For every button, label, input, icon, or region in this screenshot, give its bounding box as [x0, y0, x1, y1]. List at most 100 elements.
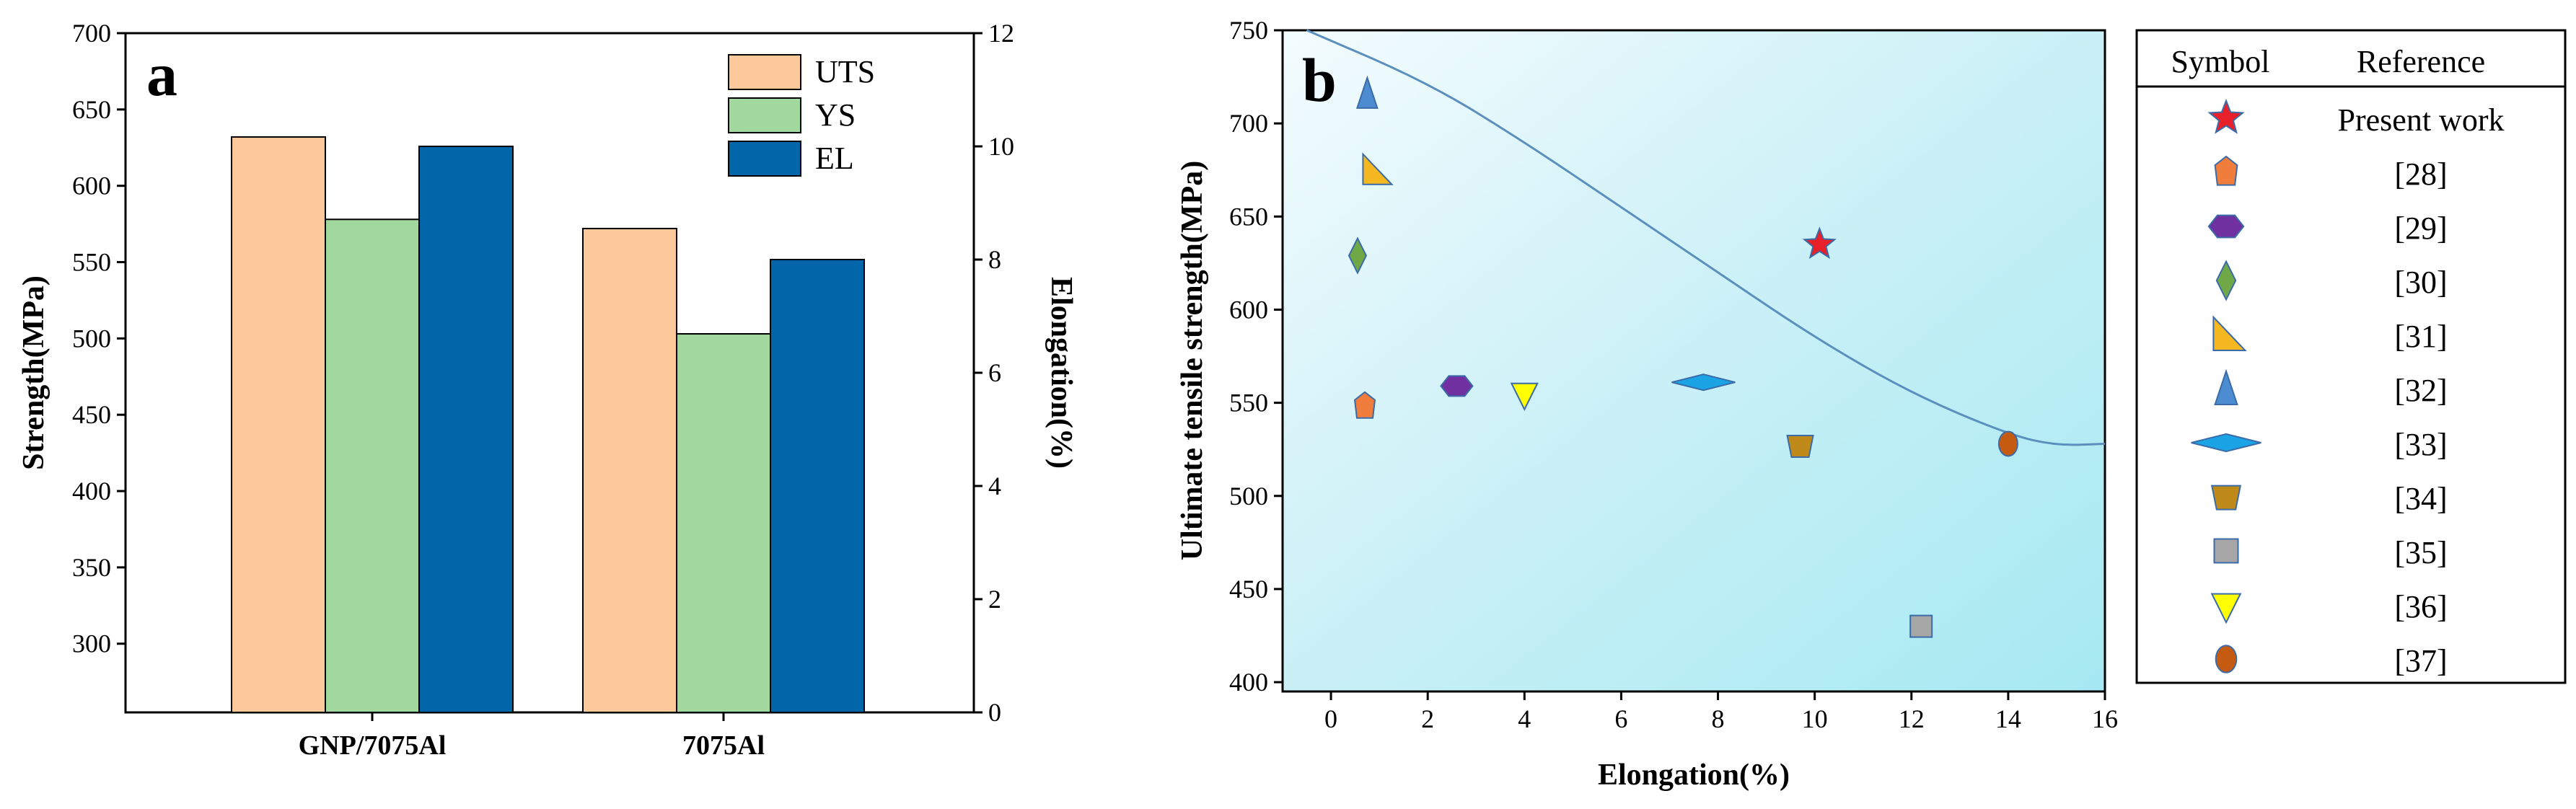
y-tick-label: 500	[72, 324, 111, 353]
plot-frame-b	[1281, 29, 2106, 693]
y-axis-label-a: Strength(MPa)	[17, 275, 50, 470]
y-tick-label: 700	[72, 19, 111, 48]
x-tick-label: 6	[1614, 704, 1627, 733]
legend-symbol	[2215, 260, 2237, 301]
bars-a	[231, 136, 865, 714]
x-tick-label: 2	[1421, 704, 1434, 733]
y2-tick-label: 6	[988, 358, 1001, 387]
y-tick-label: 750	[1229, 16, 1268, 45]
legend-table-frame	[2135, 29, 2567, 684]
legend-swatch-el	[728, 141, 801, 177]
right-axis-ticks: 0 2 4 6 8 10 12	[974, 19, 1014, 727]
legend-reference: [32]	[2394, 373, 2447, 408]
legend-symbol	[2210, 593, 2242, 624]
point-32	[1355, 75, 1379, 109]
category-label: GNP/7075Al	[299, 730, 447, 761]
legend-reference: Present work	[2338, 102, 2505, 138]
bar-ys-0	[325, 218, 420, 713]
legend-symbol	[2210, 485, 2242, 510]
point-presentwork	[1802, 226, 1837, 260]
category-label: 7075Al	[682, 730, 765, 761]
legend-label: EL	[815, 141, 854, 176]
y-tick-label: 650	[72, 95, 111, 124]
legend-reference: [33]	[2394, 427, 2447, 462]
y-tick-label: 450	[1229, 575, 1268, 604]
bar-el-1	[770, 259, 865, 713]
legend-symbol	[2214, 368, 2238, 405]
y-tick-label: 450	[72, 400, 111, 429]
legend-swatch-ys	[728, 97, 801, 133]
y2-tick-label: 4	[988, 472, 1001, 500]
chart-b: b 0 2 4 6 8 10 12 14 16400450500550600650700750 …	[1176, 16, 2118, 792]
legend-symbol	[2214, 155, 2238, 186]
legend-table: Symbol Reference Present work [28] [29] [30…	[2135, 29, 2567, 684]
bar-el-0	[418, 146, 514, 713]
legend-swatch-uts	[728, 54, 801, 90]
point-36	[1510, 382, 1539, 411]
legend-a: UTS YS EL	[728, 54, 875, 177]
legend-reference: [34]	[2394, 481, 2447, 516]
legend-reference: [29]	[2394, 211, 2447, 246]
legend-symbol	[2207, 99, 2245, 134]
legend-label: UTS	[815, 54, 875, 89]
bar-ys-1	[676, 333, 771, 714]
y2-tick-label: 8	[988, 245, 1001, 274]
y2-tick-label: 2	[988, 585, 1001, 614]
panel-label-b: b	[1302, 45, 1337, 115]
y-tick-label: 600	[1229, 295, 1268, 324]
y2-tick-label: 0	[988, 698, 1001, 727]
legend-symbol	[2191, 433, 2261, 453]
y-tick-label: 600	[72, 172, 111, 200]
x-tick-label: 16	[2092, 704, 2118, 733]
x-axis-label-b: Elongation(%)	[1598, 759, 1790, 792]
y2-axis-label-a: Elongation(%)	[1045, 277, 1078, 469]
y-tick-label: 400	[72, 477, 111, 505]
legend-header-symbol: Symbol	[2171, 44, 2270, 79]
x-tick-label: 8	[1712, 704, 1725, 733]
legend-reference: [37]	[2394, 643, 2447, 678]
y-tick-label: 550	[1229, 389, 1268, 417]
x-tick-label: 0	[1324, 704, 1337, 733]
point-34	[1786, 435, 1814, 459]
left-axis-ticks: 300 350 400 450 500 550 600 650 700	[72, 19, 126, 658]
point-30	[1348, 236, 1368, 275]
y-axis-label-b: Ultimate tensile strength(MPa)	[1176, 161, 1209, 560]
point-28	[1353, 391, 1376, 419]
x-tick-label: 10	[1802, 704, 1828, 733]
bar-uts-1	[582, 227, 677, 714]
trend-curve	[1306, 29, 2106, 446]
y-tick-label: 400	[1229, 668, 1268, 697]
x-tick-label: 12	[1899, 704, 1925, 733]
legend-symbol	[2215, 645, 2238, 673]
y-tick-label: 550	[72, 248, 111, 277]
y-tick-label: 300	[72, 629, 111, 658]
legend-header-reference: Reference	[2357, 44, 2485, 79]
point-33	[1671, 373, 1736, 392]
legend-rows: Present work [28] [29] [30] [31] [32] [33] [34]…	[2191, 99, 2505, 678]
bar-uts-0	[231, 136, 326, 714]
legend-reference: [36]	[2394, 589, 2447, 624]
legend-symbol	[2213, 538, 2239, 564]
legend-reference: [35]	[2394, 535, 2447, 570]
legend-reference: [31]	[2394, 319, 2447, 354]
y2-tick-label: 10	[988, 132, 1014, 161]
category-labels: GNP/7075Al 7075Al	[299, 712, 765, 761]
point-37	[1997, 430, 2018, 457]
legend-symbol	[2207, 214, 2245, 239]
legend-symbol	[2212, 315, 2247, 351]
scatter-points	[1348, 75, 2018, 638]
legend-label: YS	[815, 97, 856, 133]
x-tick-label: 14	[1995, 704, 2021, 733]
legend-reference: [30]	[2394, 265, 2447, 300]
y-tick-label: 650	[1229, 202, 1268, 231]
y-tick-label: 500	[1229, 482, 1268, 510]
point-35	[1909, 614, 1933, 638]
point-29	[1440, 375, 1474, 397]
legend-reference: [28]	[2394, 156, 2447, 192]
axis-ticks-b: 0 2 4 6 8 10 12 14 16 400 450 500 550 600 650 700 750	[1229, 16, 2118, 733]
y2-tick-label: 12	[988, 19, 1014, 48]
x-tick-label: 4	[1518, 704, 1531, 733]
point-31	[1362, 152, 1394, 185]
